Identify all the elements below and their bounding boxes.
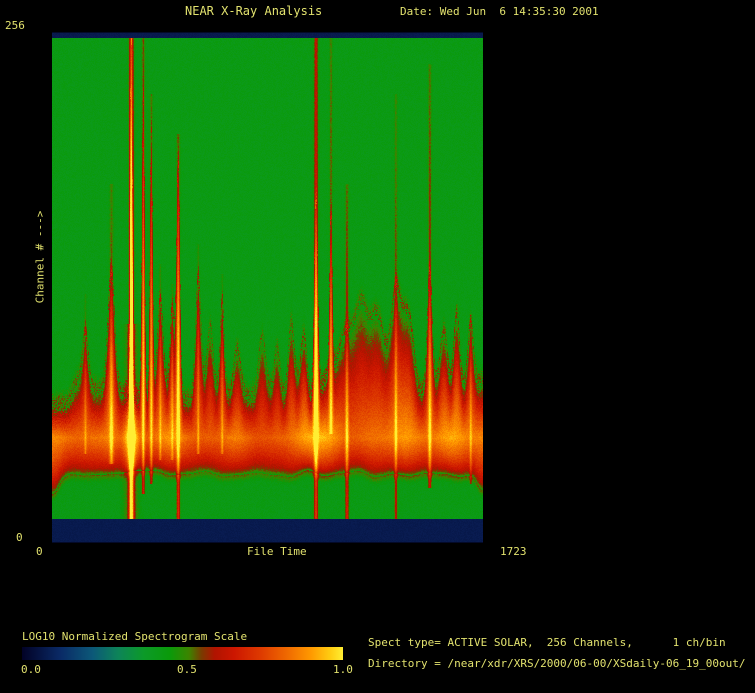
colorbar-title: LOG10 Normalized Spectrogram Scale [22, 630, 248, 643]
directory-label: Directory = /near/xdr/XRS/2000/06-00/XSd… [368, 657, 746, 670]
spect-type-label: Spect type= ACTIVE SOLAR, 256 Channels, … [368, 636, 726, 649]
date-label: Date: Wed Jun 6 14:35:30 2001 [400, 5, 599, 18]
plot-title: NEAR X-Ray Analysis [185, 4, 323, 18]
colorbar-tick-max: 1.0 [333, 663, 353, 676]
spectrogram-heatmap [52, 32, 483, 543]
colorbar-tick-mid: 0.5 [177, 663, 197, 676]
x-axis-max-label: 1723 [500, 545, 527, 558]
y-axis-max-label: 256 [5, 19, 25, 32]
y-axis-min-label: 0 [16, 531, 23, 544]
colorbar-gradient [22, 647, 343, 660]
colorbar-tick-min: 0.0 [21, 663, 41, 676]
x-axis-min-label: 0 [36, 545, 43, 558]
y-axis-title: Channel # ---> [33, 210, 47, 304]
x-axis-title: File Time [247, 545, 307, 558]
